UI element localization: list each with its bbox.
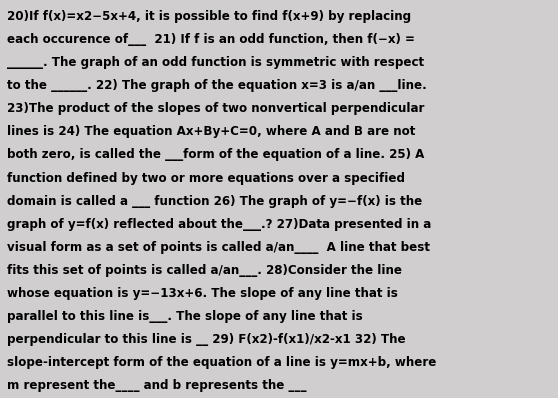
Text: whose equation is y=−13x+6. The slope of any line that is: whose equation is y=−13x+6. The slope of…	[7, 287, 397, 300]
Text: to the ______. 22) The graph of the equation x=3 is a/an ___line.: to the ______. 22) The graph of the equa…	[7, 79, 426, 92]
Text: 23)The product of the slopes of two nonvertical perpendicular: 23)The product of the slopes of two nonv…	[7, 102, 424, 115]
Text: m represent the____ and b represents the ___: m represent the____ and b represents the…	[7, 379, 306, 392]
Text: graph of y=f(x) reflected about the___.? 27)Data presented in a: graph of y=f(x) reflected about the___.?…	[7, 218, 431, 231]
Text: 20)If f(x)=x2−5x+4, it is possible to find f(x+9) by replacing: 20)If f(x)=x2−5x+4, it is possible to fi…	[7, 10, 411, 23]
Text: both zero, is called the ___form of the equation of a line. 25) A: both zero, is called the ___form of the …	[7, 148, 424, 162]
Text: function defined by two or more equations over a specified: function defined by two or more equation…	[7, 172, 405, 185]
Text: slope-intercept form of the equation of a line is y=mx+b, where: slope-intercept form of the equation of …	[7, 356, 436, 369]
Text: domain is called a ___ function 26) The graph of y=−f(x) is the: domain is called a ___ function 26) The …	[7, 195, 422, 208]
Text: lines is 24) The equation Ax+By+C=0, where A and B are not: lines is 24) The equation Ax+By+C=0, whe…	[7, 125, 415, 139]
Text: parallel to this line is___. The slope of any line that is: parallel to this line is___. The slope o…	[7, 310, 363, 323]
Text: ______. The graph of an odd function is symmetric with respect: ______. The graph of an odd function is …	[7, 56, 424, 69]
Text: fits this set of points is called a/an___. 28)Consider the line: fits this set of points is called a/an__…	[7, 264, 402, 277]
Text: visual form as a set of points is called a/an____  A line that best: visual form as a set of points is called…	[7, 241, 430, 254]
Text: perpendicular to this line is __ 29) F(x2)-f(x1)/x2-x1 32) The: perpendicular to this line is __ 29) F(x…	[7, 333, 405, 346]
Text: each occurence of___  21) If f is an odd function, then f(−x) =: each occurence of___ 21) If f is an odd …	[7, 33, 415, 46]
